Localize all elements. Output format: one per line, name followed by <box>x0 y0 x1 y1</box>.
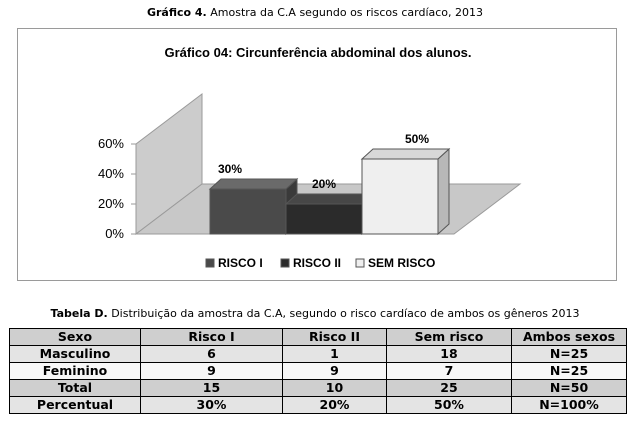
table-cell: Percentual <box>9 396 141 414</box>
bar-front <box>209 188 287 235</box>
table-cell: 1 <box>282 345 387 363</box>
data-label: 20% <box>312 177 336 191</box>
distribution-table: Sexo Risco I Risco II Sem risco Ambos sexos M… <box>9 328 627 414</box>
table-cell: N=50 <box>511 379 627 397</box>
figure-caption-label: Gráfico 4. <box>146 6 207 19</box>
y-tick-label: 0% <box>105 226 124 241</box>
table-caption-label: Tabela D. <box>50 307 108 320</box>
table-header-row: Sexo Risco I Risco II Sem risco Ambos sexos <box>9 328 627 346</box>
table-cell: 6 <box>140 345 283 363</box>
table-header-cell: Sem risco <box>386 328 512 346</box>
table-cell: 18 <box>386 345 512 363</box>
table-row: Masculino 6 1 18 N=25 <box>9 345 627 363</box>
bar-sem-risco <box>360 147 451 236</box>
bar-risco-ii <box>284 192 375 236</box>
legend: RISCO I RISCO II SEM RISCO <box>205 256 435 270</box>
chart: Gráfico 04: Circunferência abdominal dos… <box>98 45 522 270</box>
bar-top <box>208 178 299 190</box>
legend-swatch <box>280 258 290 268</box>
chart-title: Gráfico 04: Circunferência abdominal dos… <box>164 45 471 60</box>
table-row: Feminino 9 9 7 N=25 <box>9 362 627 380</box>
legend-label: RISCO I <box>218 256 263 270</box>
legend-label: RISCO II <box>293 256 341 270</box>
figure-caption: Gráfico 4. Amostra da C.A segundo os ris… <box>0 6 630 19</box>
table-cell: Feminino <box>9 362 141 380</box>
table-cell: 9 <box>282 362 387 380</box>
legend-label: SEM RISCO <box>368 256 435 270</box>
table-cell: 7 <box>386 362 512 380</box>
table-header-cell: Ambos sexos <box>511 328 627 346</box>
table-header-cell: Risco II <box>282 328 387 346</box>
y-tick-label: 40% <box>98 166 124 181</box>
table-caption-text: Distribuição da amostra da C.A, segundo … <box>107 307 580 320</box>
table-cell: 25 <box>386 379 512 397</box>
bar-top <box>360 148 451 160</box>
y-tick-label: 20% <box>98 196 124 211</box>
table-cell: N=25 <box>511 345 627 363</box>
table-header-cell: Risco I <box>140 328 283 346</box>
plot-area: 0% 20% 40% 60% 30% 20% 50% <box>98 92 522 241</box>
chart-frame: Gráfico 04: Circunferência abdominal dos… <box>17 28 617 281</box>
table-cell: 9 <box>140 362 283 380</box>
data-label: 30% <box>218 162 242 176</box>
table-cell: 20% <box>282 396 387 414</box>
legend-swatch <box>205 258 215 268</box>
table-cell: 30% <box>140 396 283 414</box>
data-label: 50% <box>405 132 429 146</box>
table-cell: Masculino <box>9 345 141 363</box>
bar-side <box>437 147 450 236</box>
y-tick-label: 60% <box>98 136 124 151</box>
table-row: Percentual 30% 20% 50% N=100% <box>9 396 627 414</box>
table-cell: Total <box>9 379 141 397</box>
figure-caption-text: Amostra da C.A segundo os riscos cardíac… <box>206 6 484 19</box>
bar-front <box>361 158 439 235</box>
table-cell: N=25 <box>511 362 627 380</box>
legend-swatch <box>355 258 365 268</box>
table-cell: N=100% <box>511 396 627 414</box>
table-row: Total 15 10 25 N=50 <box>9 379 627 397</box>
table-caption: Tabela D. Distribuição da amostra da C.A… <box>0 307 630 320</box>
bar-risco-i <box>208 177 299 236</box>
bar-top <box>284 193 375 205</box>
table-cell: 10 <box>282 379 387 397</box>
table-cell: 50% <box>386 396 512 414</box>
table-cell: 15 <box>140 379 283 397</box>
bar-front <box>285 203 363 235</box>
table-header-cell: Sexo <box>9 328 141 346</box>
